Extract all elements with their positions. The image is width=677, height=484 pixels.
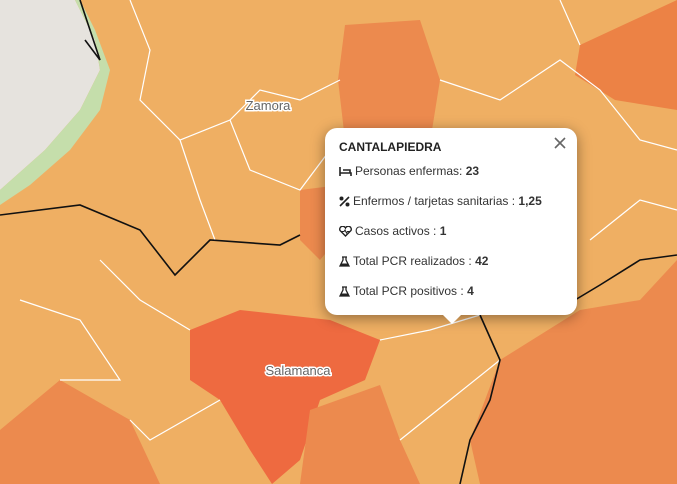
popup-title: CANTALAPIEDRA — [339, 140, 442, 154]
row-label: Casos activos : — [355, 224, 437, 238]
row-value: 1,25 — [518, 194, 542, 208]
province-border — [459, 314, 501, 484]
municipal-borders — [19, 0, 677, 441]
row-value: 42 — [475, 254, 489, 268]
border — [79, 0, 101, 61]
park-area — [0, 0, 110, 205]
row-label: Total PCR positivos : — [353, 284, 464, 298]
row-label: Enfermos / tarjetas sanitarias : — [353, 194, 516, 208]
popup-row: Total PCR realizados : 42 — [338, 254, 489, 268]
province-border — [0, 204, 301, 277]
popup: CANTALAPIEDRA Personas enfermas: 23 Enfe… — [325, 128, 577, 324]
popup-row: Personas enfermas: 23 — [339, 164, 479, 178]
region — [0, 380, 160, 484]
region — [575, 0, 677, 110]
popup-row: Enfermos / tarjetas sanitarias : 1,25 — [339, 194, 542, 208]
city-label: Salamanca — [265, 363, 331, 378]
city-label: Zamora — [246, 98, 292, 113]
region — [300, 385, 420, 484]
region — [190, 310, 380, 484]
region — [470, 260, 677, 484]
row-value: 4 — [467, 284, 474, 298]
popup-row: Total PCR positivos : 4 — [338, 284, 474, 298]
row-label: Personas enfermas: — [355, 164, 463, 178]
popup-row: Casos activos : 1 — [339, 224, 446, 238]
row-label: Total PCR realizados : — [353, 254, 472, 268]
close-button[interactable] — [553, 136, 567, 150]
row-value: 23 — [465, 164, 480, 178]
row-value: 1 — [439, 224, 447, 238]
province-border — [574, 254, 677, 301]
portugal-area — [0, 0, 100, 190]
